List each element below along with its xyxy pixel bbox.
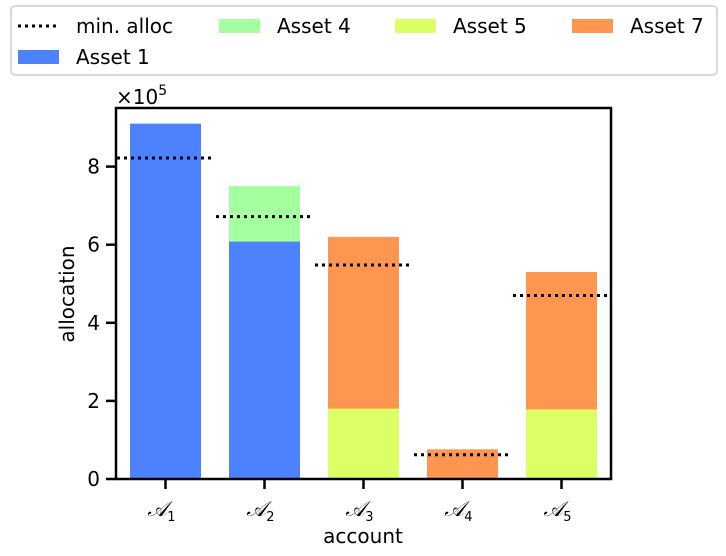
legend-label: min. alloc xyxy=(76,14,173,38)
x-tick-label: 𝒜5 xyxy=(543,497,571,525)
x-axis-label: account xyxy=(323,524,403,548)
bars xyxy=(130,123,597,479)
legend-box xyxy=(10,5,718,76)
x-tick-label: 𝒜4 xyxy=(444,497,472,525)
y-multiplier: ×105 xyxy=(116,83,167,109)
legend-swatch xyxy=(395,19,436,33)
bar-asset-7-account-3 xyxy=(328,236,399,409)
bar-asset-5-account-5 xyxy=(526,409,597,479)
y-tick-label: 2 xyxy=(87,389,100,413)
x-tick-label: 𝒜3 xyxy=(345,497,373,525)
min-alloc-lines xyxy=(117,156,610,457)
legend-label: Asset 7 xyxy=(630,14,704,38)
y-tick-label: 8 xyxy=(87,155,100,179)
legend-swatch xyxy=(572,19,613,33)
bar-asset-1-account-2 xyxy=(229,241,300,479)
y-axis: 0 2 4 6 8 xyxy=(87,155,116,491)
legend-swatch xyxy=(219,19,260,33)
legend-label: Asset 4 xyxy=(277,14,351,38)
x-axis: 𝒜1 𝒜2 𝒜3 𝒜4 𝒜5 xyxy=(147,479,572,525)
bar-asset-7-account-5 xyxy=(526,272,597,410)
y-tick-label: 6 xyxy=(87,233,100,257)
bar-asset-5-account-3 xyxy=(328,408,399,479)
legend: min. alloc Asset 4 Asset 5 Asset 7 Asset 1 xyxy=(10,5,718,76)
bar-asset-1-account-1 xyxy=(130,123,201,479)
bar-asset-4-account-2 xyxy=(229,186,300,242)
y-tick-label: 0 xyxy=(87,467,100,491)
legend-swatch xyxy=(18,50,59,64)
x-tick-label: 𝒜1 xyxy=(147,497,175,525)
y-axis-label: allocation xyxy=(55,245,79,342)
legend-label: Asset 5 xyxy=(453,14,527,38)
legend-label: Asset 1 xyxy=(76,45,150,69)
y-tick-label: 4 xyxy=(87,311,100,335)
x-tick-label: 𝒜2 xyxy=(246,497,274,525)
